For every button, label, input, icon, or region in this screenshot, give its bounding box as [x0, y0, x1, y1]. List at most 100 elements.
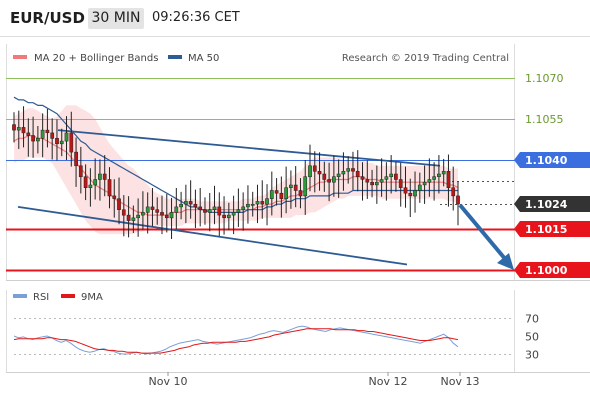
- candle-body-75: [370, 181, 374, 186]
- rsi-legend: RSI 9MA: [13, 292, 103, 303]
- candle-body-62: [308, 165, 312, 178]
- ma20-swatch: [13, 55, 27, 59]
- candle-body-66: [327, 179, 331, 183]
- candle-body-86: [422, 181, 427, 186]
- candle-body-48: [241, 206, 246, 210]
- candle-body-14: [78, 165, 83, 178]
- candle-body-16: [88, 184, 93, 188]
- candle-body-84: [413, 190, 417, 197]
- candle-body-8: [50, 132, 55, 139]
- candles-layer: [12, 106, 460, 240]
- rsi-tick-label-2: 30: [525, 349, 539, 362]
- price-level-label-5: 1.1000: [525, 264, 568, 277]
- candle-body-74: [365, 179, 370, 183]
- chart-time: 09:26:36 CET: [152, 10, 240, 25]
- candle-body-26: [136, 214, 140, 219]
- candle-body-54: [269, 190, 274, 199]
- candle-body-31: [160, 212, 164, 216]
- candle-body-32: [164, 214, 169, 219]
- rsi-tick-label-0: 70: [525, 313, 539, 326]
- candle-body-90: [441, 171, 446, 175]
- candle-body-17: [93, 179, 98, 186]
- rsi-label: RSI: [33, 292, 49, 303]
- candle-body-82: [403, 187, 408, 194]
- chart-header: EUR/USD 30 MIN 09:26:36 CET: [0, 0, 590, 36]
- candle-body-87: [427, 179, 432, 183]
- price-level-tag-4: [514, 221, 590, 237]
- candle-body-39: [198, 206, 203, 210]
- candle-body-7: [45, 129, 50, 134]
- candle-body-92: [451, 187, 456, 197]
- candle-body-73: [360, 176, 365, 180]
- bollinger-band-fill: [14, 105, 458, 235]
- channel-upper-line: [57, 129, 441, 167]
- rsi-swatch: [13, 294, 27, 298]
- candle-body-91: [446, 171, 451, 189]
- candle-body-30: [155, 209, 160, 213]
- candle-body-52: [260, 201, 265, 205]
- candle-body-58: [289, 184, 293, 188]
- candle-body-78: [384, 176, 389, 180]
- time-tick-label-2: Nov 13: [441, 375, 480, 388]
- price-level-label-3: 1.1024: [525, 198, 568, 211]
- candle-body-12: [69, 132, 74, 153]
- rsi-tick-label-1: 50: [525, 331, 539, 344]
- candle-body-51: [255, 201, 260, 205]
- candle-body-76: [374, 181, 379, 186]
- candle-body-15: [83, 176, 88, 188]
- candle-body-6: [40, 129, 45, 139]
- channel-lower-line: [17, 206, 408, 266]
- candle-body-79: [389, 173, 394, 177]
- candle-body-38: [193, 203, 198, 208]
- candle-body-46: [231, 212, 236, 216]
- candle-body-53: [265, 198, 269, 205]
- candle-body-19: [102, 173, 107, 180]
- timeframe-badge[interactable]: 30 MIN: [88, 8, 144, 29]
- price-level-tag-3: [514, 196, 590, 212]
- rsi-layer: 70 50 30: [13, 313, 539, 362]
- candle-body-10: [59, 140, 64, 145]
- candle-body-27: [141, 212, 145, 216]
- candle-body-80: [394, 173, 398, 180]
- price-level-label-1: 1.1055: [525, 113, 564, 126]
- candle-body-60: [298, 190, 303, 197]
- ma50-line: [13, 96, 458, 213]
- rsi-ma-line: [13, 328, 459, 354]
- candle-body-69: [341, 171, 346, 175]
- pair-title: EUR/USD: [10, 9, 85, 27]
- candle-body-68: [336, 173, 341, 177]
- indicator-lines-layer: [13, 96, 459, 266]
- candle-body-34: [174, 206, 179, 213]
- price-level-label-0: 1.1070: [525, 72, 564, 85]
- candle-body-40: [203, 209, 207, 213]
- candle-body-63: [312, 165, 317, 172]
- price-labels-layer: 1.1070 1.1055 1.1040 1.1024 1.1015 1.1000: [514, 72, 590, 278]
- candle-body-50: [250, 203, 255, 206]
- price-level-label-2: 1.1040: [525, 154, 568, 167]
- candle-body-61: [303, 176, 308, 197]
- forecast-arrow-shaft: [458, 203, 508, 262]
- candle-body-35: [179, 203, 183, 208]
- candle-body-5: [36, 138, 40, 142]
- candle-body-23: [121, 209, 126, 216]
- candle-body-57: [284, 187, 288, 199]
- candle-body-20: [107, 179, 112, 197]
- candle-body-25: [131, 217, 136, 221]
- rsi-line: [13, 325, 459, 355]
- candle-body-47: [236, 209, 241, 213]
- candle-body-72: [355, 171, 360, 178]
- candle-body-28: [145, 206, 150, 213]
- candle-body-70: [346, 168, 351, 172]
- ma20-label: MA 20 + Bollinger Bands: [34, 53, 158, 64]
- candle-body-43: [217, 206, 222, 216]
- candle-body-11: [64, 132, 69, 142]
- candle-body-45: [226, 214, 231, 219]
- forecast-arrow-layer: [458, 203, 514, 270]
- candle-body-55: [274, 190, 279, 194]
- price-legend: MA 20 + Bollinger Bands MA 50 Research ©…: [13, 53, 509, 64]
- price-level-label-4: 1.1015: [525, 223, 567, 236]
- candle-body-64: [317, 171, 322, 175]
- candle-body-0: [12, 124, 16, 131]
- candle-body-41: [207, 209, 212, 213]
- candle-body-2: [21, 127, 26, 134]
